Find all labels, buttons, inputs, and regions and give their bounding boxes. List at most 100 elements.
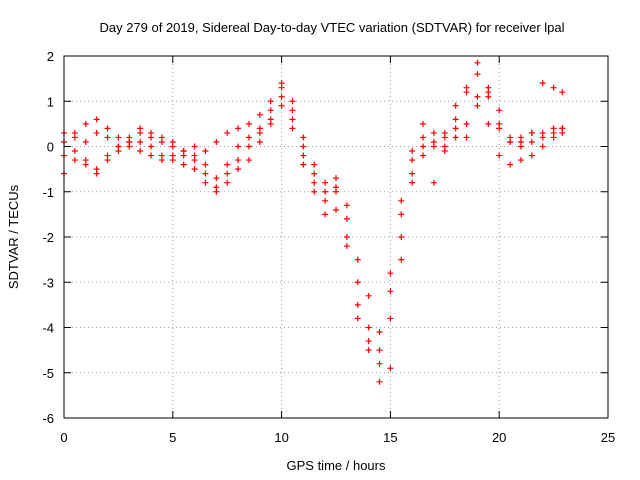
y-tick-label: 1 (47, 94, 54, 109)
data-point (322, 188, 329, 195)
data-point (343, 243, 350, 250)
data-point (387, 270, 394, 277)
data-point (180, 161, 187, 168)
data-point (496, 125, 503, 132)
data-point (539, 80, 546, 87)
data-point (409, 148, 416, 155)
data-point (256, 125, 263, 132)
data-point (343, 234, 350, 240)
series-3 (61, 71, 566, 372)
axis-ticks: 0 5 10 15 20 25 -6 -5 -4 -3 -2 -1 0 1 2 (42, 49, 615, 445)
data-point (463, 134, 470, 141)
y-tick-label: -3 (42, 275, 54, 290)
data-point (289, 125, 296, 132)
data-point (559, 125, 566, 132)
data-point (278, 102, 285, 109)
data-points (61, 59, 566, 385)
data-point (137, 138, 144, 145)
y-tick-label: -5 (42, 366, 54, 381)
x-tick-label: 0 (60, 430, 67, 445)
data-point (507, 138, 514, 145)
y-tick-label: -4 (42, 321, 54, 336)
data-point (474, 59, 481, 66)
data-point (267, 120, 274, 127)
data-point (365, 324, 372, 331)
data-point (311, 161, 318, 168)
data-point (420, 134, 427, 141)
x-tick-label: 5 (169, 430, 176, 445)
data-point (409, 179, 416, 186)
data-point (452, 102, 459, 109)
data-point (550, 129, 557, 136)
grid-lines (64, 56, 608, 418)
data-point (322, 197, 329, 204)
chart-title: Day 279 of 2019, Sidereal Day-to-day VTE… (99, 20, 564, 35)
data-point (311, 188, 318, 195)
data-point (71, 129, 78, 136)
data-point (474, 71, 481, 78)
data-point (398, 197, 405, 204)
data-point (300, 143, 307, 150)
data-point (235, 166, 242, 173)
data-point (245, 157, 252, 164)
data-point (474, 93, 481, 100)
data-point (322, 179, 329, 186)
data-point (104, 157, 111, 164)
data-point (376, 378, 383, 385)
data-point (289, 98, 296, 105)
data-point (354, 256, 361, 263)
x-tick-label: 10 (274, 430, 288, 445)
data-point (430, 129, 437, 136)
data-point (376, 360, 383, 367)
data-point (267, 107, 274, 114)
data-point (376, 329, 383, 336)
data-point (82, 161, 89, 168)
x-tick-label: 15 (383, 430, 397, 445)
data-point (213, 138, 220, 145)
data-point (289, 107, 296, 114)
data-point (213, 175, 220, 182)
data-point (191, 166, 198, 173)
data-point (278, 84, 285, 91)
data-point (452, 116, 459, 123)
x-axis-label: GPS time / hours (287, 458, 386, 473)
data-point (300, 134, 307, 141)
data-point (430, 138, 437, 145)
data-point (365, 347, 372, 354)
data-point (137, 125, 144, 132)
y-tick-label: 0 (47, 140, 54, 155)
data-point (430, 179, 437, 186)
data-point (333, 175, 339, 182)
y-tick-label: -6 (42, 411, 54, 426)
data-point (148, 152, 155, 159)
data-point (550, 84, 557, 91)
data-point (235, 157, 242, 164)
x-tick-label: 25 (601, 430, 615, 445)
data-point (93, 129, 100, 136)
data-point (507, 161, 514, 168)
data-point (115, 134, 122, 141)
data-point (528, 138, 535, 145)
data-point (409, 170, 416, 177)
data-point (496, 107, 503, 114)
y-tick-label: 2 (47, 49, 54, 64)
data-point (398, 256, 405, 263)
data-point (376, 347, 383, 354)
data-point (245, 120, 252, 127)
data-point (322, 211, 329, 218)
data-point (126, 138, 133, 145)
data-point (213, 188, 220, 195)
data-point (365, 338, 372, 345)
data-point (343, 202, 350, 209)
data-point (333, 184, 339, 191)
data-point (559, 89, 566, 96)
data-point (71, 157, 78, 164)
data-point (169, 138, 176, 145)
data-point (93, 170, 100, 177)
data-point (517, 134, 524, 141)
data-point (452, 125, 459, 132)
data-point (245, 143, 252, 150)
data-point (452, 134, 459, 141)
data-point (202, 170, 209, 177)
data-point (485, 84, 492, 91)
